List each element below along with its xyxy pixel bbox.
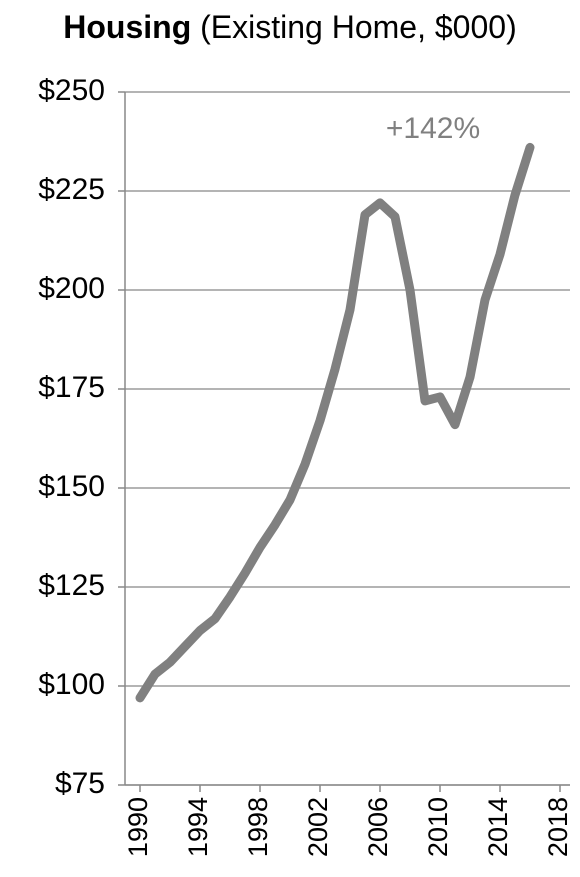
x-tick-label: 2010 bbox=[423, 797, 453, 857]
x-tick-label: 2014 bbox=[483, 797, 513, 857]
x-tick-label: 2018 bbox=[543, 797, 573, 857]
y-tick-label: $175 bbox=[38, 371, 105, 404]
y-tick-label: $225 bbox=[38, 173, 105, 206]
y-tick-label: $125 bbox=[38, 569, 105, 602]
y-tick-label: $250 bbox=[38, 74, 105, 107]
y-tick-label: $150 bbox=[38, 470, 105, 503]
y-tick-label: $75 bbox=[55, 767, 105, 800]
y-tick-label: $200 bbox=[38, 272, 105, 305]
chart-subtitle: (Existing Home, $000) bbox=[200, 9, 517, 45]
x-tick-label: 2006 bbox=[363, 797, 393, 857]
chart-title: Housing bbox=[63, 9, 191, 45]
chart-title-group: Housing (Existing Home, $000) bbox=[63, 9, 516, 45]
x-tick-label: 1994 bbox=[183, 797, 213, 857]
x-tick-label: 1990 bbox=[123, 797, 153, 857]
annotation: +142% bbox=[386, 112, 480, 145]
x-tick-label: 1998 bbox=[243, 797, 273, 857]
x-tick-label: 2002 bbox=[303, 797, 333, 857]
y-tick-label: $100 bbox=[38, 668, 105, 701]
line bbox=[135, 142, 535, 703]
